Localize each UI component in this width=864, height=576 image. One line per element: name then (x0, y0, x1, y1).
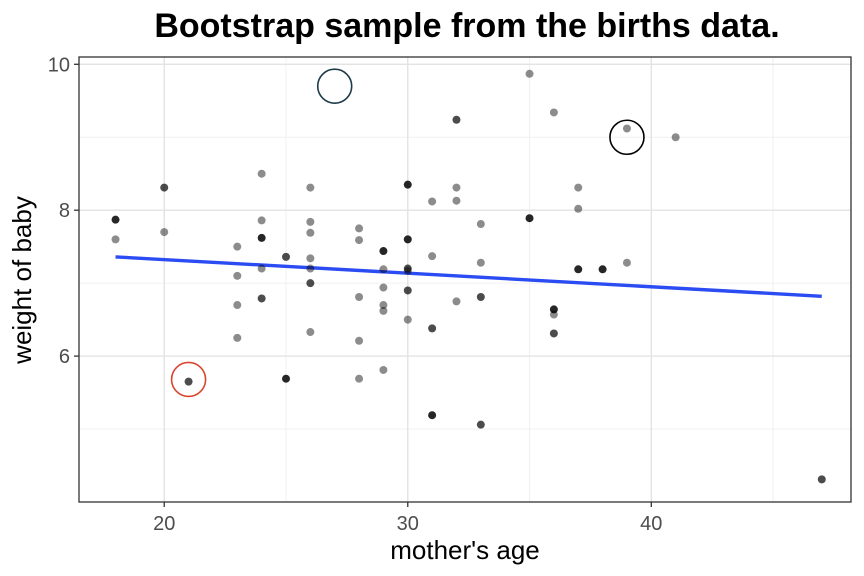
data-point (671, 133, 680, 142)
data-point (160, 183, 169, 192)
data-point (428, 324, 437, 333)
data-point (184, 377, 193, 386)
data-point (233, 301, 242, 310)
data-point (403, 180, 412, 189)
data-point (379, 283, 388, 292)
axes: 20 30 40 6 8 10 (48, 54, 663, 535)
data-point (111, 215, 120, 224)
data-point (355, 374, 364, 383)
data-point (306, 279, 315, 288)
data-point (525, 69, 534, 78)
y-tick-label: 10 (48, 54, 70, 76)
y-tick-label: 8 (59, 200, 70, 222)
data-point (355, 224, 364, 233)
data-point (452, 196, 461, 205)
highlight-circles (170, 68, 645, 398)
data-point (379, 247, 388, 256)
data-point (257, 264, 266, 273)
data-point (111, 235, 120, 244)
data-point (257, 294, 266, 303)
data-point (257, 216, 266, 225)
highlight-circle (316, 68, 353, 104)
data-point (306, 183, 315, 192)
data-point (403, 235, 412, 244)
data-point (428, 411, 437, 420)
data-point (549, 305, 558, 314)
data-point (233, 242, 242, 251)
highlight-circle (170, 361, 207, 398)
x-tick-label: 20 (153, 513, 175, 535)
data-point (379, 301, 388, 310)
data-point (379, 365, 388, 374)
data-point (282, 374, 291, 383)
data-point (476, 293, 485, 302)
data-point (452, 297, 461, 306)
data-point (549, 310, 558, 319)
data-point (452, 183, 461, 192)
data-point (306, 328, 315, 337)
data-point (257, 169, 266, 178)
data-point (622, 124, 631, 133)
x-tick-label: 40 (640, 513, 662, 535)
data-point (233, 333, 242, 342)
regression-line (115, 255, 822, 298)
data-point (476, 220, 485, 229)
data-point (476, 258, 485, 267)
data-point (306, 228, 315, 237)
chart-title: Bootstrap sample from the births data. (154, 7, 779, 45)
data-point (355, 293, 364, 302)
data-point (428, 197, 437, 206)
data-point (574, 204, 583, 213)
y-tick-label: 6 (59, 346, 70, 368)
data-point (574, 265, 583, 274)
data-point (525, 214, 534, 223)
data-point (379, 265, 388, 274)
data-point (306, 217, 315, 226)
data-point (428, 252, 437, 261)
data-point (282, 252, 291, 261)
data-point (622, 258, 631, 267)
data-point (306, 254, 315, 263)
data-point (403, 266, 412, 275)
data-point (598, 265, 607, 274)
data-point (306, 264, 315, 273)
data-point (574, 183, 583, 192)
highlight-circle (609, 119, 645, 156)
data-point (476, 420, 485, 429)
y-axis-title: weight of baby (7, 196, 37, 365)
data-point (379, 306, 388, 315)
data-point (452, 115, 461, 124)
data-point (160, 228, 169, 237)
data-point (817, 475, 826, 484)
data-point (403, 264, 412, 273)
data-point (549, 329, 558, 338)
plot-panel-border (78, 56, 852, 503)
data-points (111, 69, 826, 484)
data-point (403, 286, 412, 295)
data-point (549, 108, 558, 117)
data-point (403, 315, 412, 324)
data-point (355, 336, 364, 345)
grid (79, 57, 851, 502)
data-point (233, 271, 242, 280)
x-axis-title: mother's age (390, 535, 540, 565)
x-tick-label: 30 (397, 513, 419, 535)
data-point (257, 233, 266, 242)
data-point (355, 236, 364, 245)
